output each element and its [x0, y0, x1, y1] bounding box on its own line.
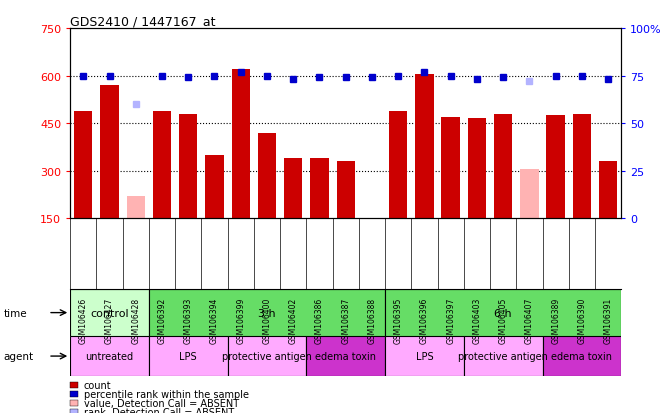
Bar: [232, 70, 250, 219]
Bar: [126, 197, 145, 219]
Bar: [307, 337, 385, 376]
Bar: [153, 111, 171, 219]
Text: protective antigen: protective antigen: [222, 351, 312, 361]
Text: edema toxin: edema toxin: [315, 351, 376, 361]
Bar: [599, 162, 617, 219]
Text: 6 h: 6 h: [494, 308, 512, 318]
Bar: [70, 337, 149, 376]
Text: agent: agent: [3, 351, 33, 361]
Bar: [310, 159, 329, 219]
Bar: [228, 337, 307, 376]
Text: 3 h: 3 h: [258, 308, 276, 318]
Bar: [415, 75, 434, 219]
Bar: [149, 289, 385, 337]
Bar: [542, 337, 621, 376]
Bar: [546, 116, 565, 219]
Bar: [100, 86, 119, 219]
Text: control: control: [90, 308, 129, 318]
Text: GDS2410 / 1447167_at: GDS2410 / 1447167_at: [70, 15, 216, 28]
Bar: [385, 289, 621, 337]
Bar: [284, 159, 303, 219]
Bar: [179, 114, 198, 219]
Text: time: time: [3, 308, 27, 318]
Bar: [205, 156, 224, 219]
Text: value, Detection Call = ABSENT: value, Detection Call = ABSENT: [84, 398, 238, 408]
Bar: [337, 162, 355, 219]
Bar: [520, 170, 538, 219]
Text: edema toxin: edema toxin: [551, 351, 613, 361]
Bar: [494, 114, 512, 219]
Text: untreated: untreated: [86, 351, 134, 361]
Bar: [70, 289, 149, 337]
Text: count: count: [84, 380, 111, 390]
Bar: [468, 119, 486, 219]
Text: LPS: LPS: [180, 351, 197, 361]
Bar: [385, 337, 464, 376]
Bar: [572, 114, 591, 219]
Text: percentile rank within the sample: percentile rank within the sample: [84, 389, 248, 399]
Bar: [74, 111, 92, 219]
Text: protective antigen: protective antigen: [458, 351, 548, 361]
Text: rank, Detection Call = ABSENT: rank, Detection Call = ABSENT: [84, 407, 234, 413]
Bar: [389, 111, 407, 219]
Text: LPS: LPS: [415, 351, 434, 361]
Bar: [464, 337, 542, 376]
Bar: [442, 118, 460, 219]
Bar: [149, 337, 228, 376]
Bar: [258, 133, 276, 219]
